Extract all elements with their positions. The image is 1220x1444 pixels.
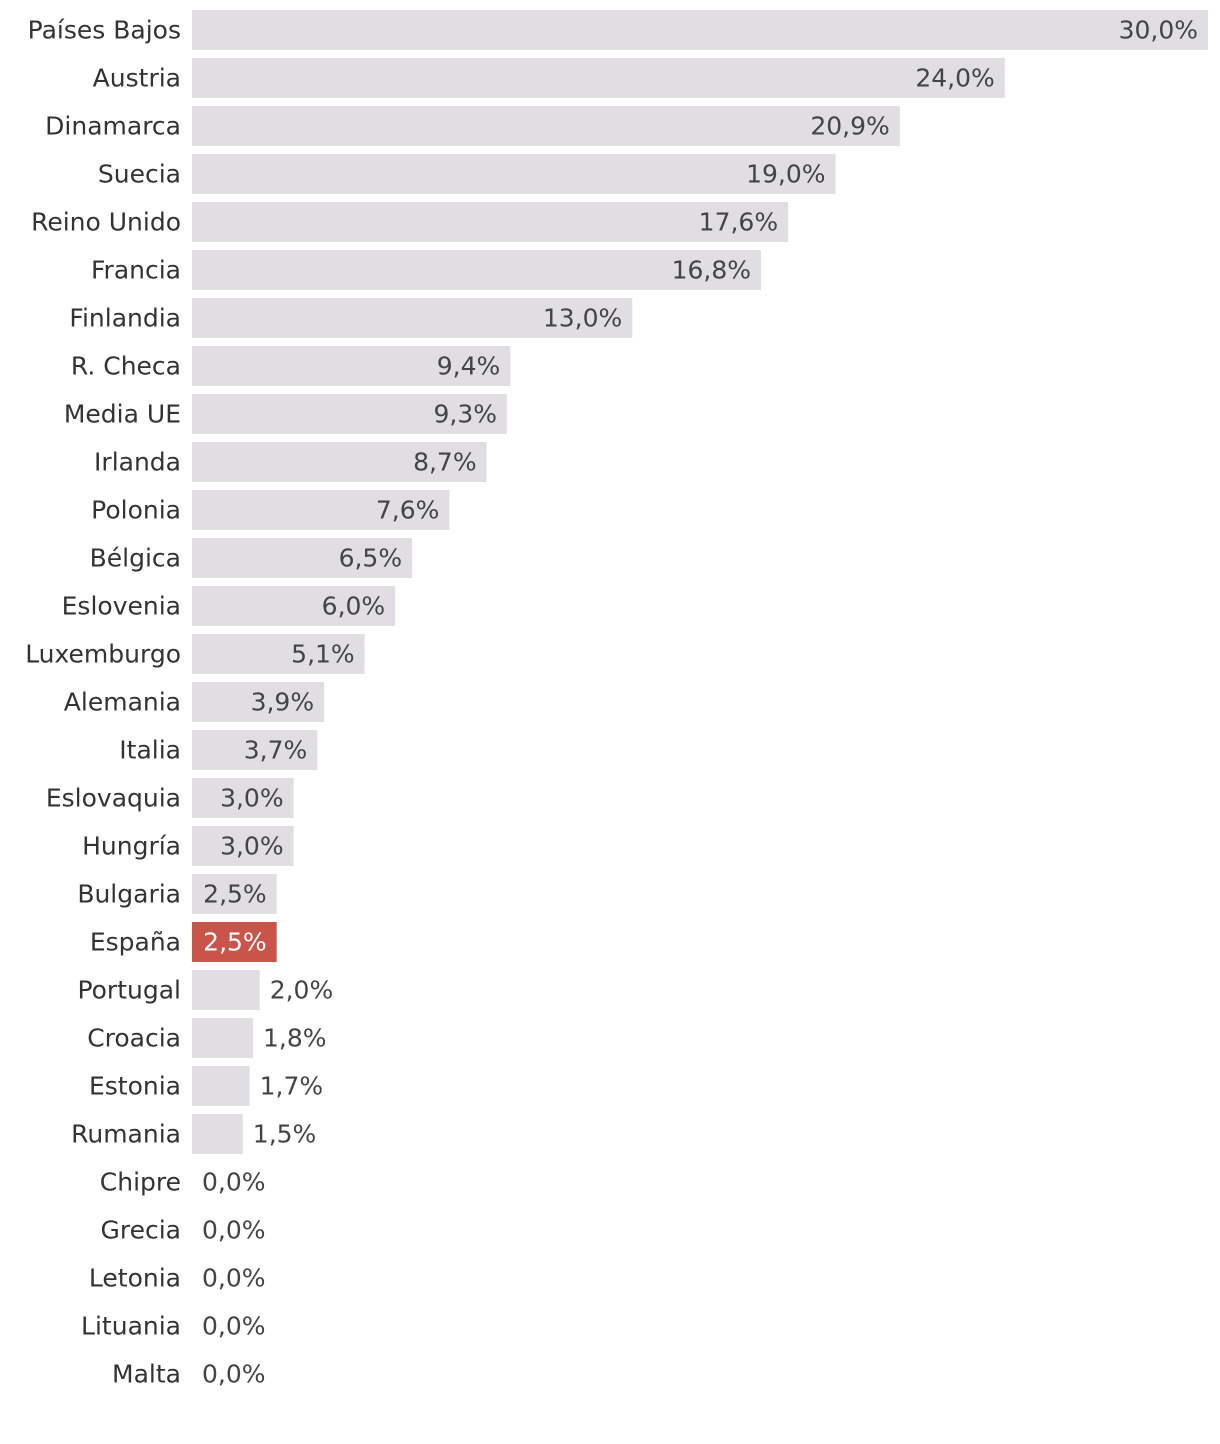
value-label: 0,0% — [202, 1264, 266, 1293]
category-label: Dinamarca — [45, 112, 181, 141]
value-label: 0,0% — [202, 1216, 266, 1245]
value-label: 6,5% — [339, 544, 403, 573]
value-label: 3,7% — [244, 736, 308, 765]
labels-layer: Países Bajos 30,0% Austria 24,0% Dinamarca 20… — [25, 16, 1198, 1389]
value-label: 1,8% — [263, 1024, 327, 1053]
bar-18 — [192, 874, 277, 914]
category-label: Eslovaquia — [46, 784, 181, 813]
category-label: Países Bajos — [28, 16, 181, 45]
value-label: 9,4% — [437, 352, 501, 381]
bar-16 — [192, 778, 294, 818]
category-label: Croacia — [87, 1024, 181, 1053]
bar-17 — [192, 826, 294, 866]
category-label: Chipre — [100, 1168, 181, 1197]
bars-layer — [192, 10, 1208, 1154]
category-label: Austria — [93, 64, 181, 93]
category-label: Irlanda — [94, 448, 181, 477]
bar-0 — [192, 10, 1208, 50]
bar-6 — [192, 298, 633, 338]
bar-20 — [192, 970, 260, 1010]
bar-5 — [192, 250, 761, 290]
value-label: 17,6% — [699, 208, 778, 237]
category-label: Polonia — [91, 496, 181, 525]
value-label: 3,9% — [251, 688, 315, 717]
bar-2 — [192, 106, 900, 146]
bar-8 — [192, 394, 507, 434]
value-label: 16,8% — [672, 256, 751, 285]
category-label: Lituania — [81, 1312, 181, 1341]
category-label: Finlandia — [69, 304, 181, 333]
bar-21 — [192, 1018, 253, 1058]
value-label: 2,5% — [203, 928, 267, 957]
bar-7 — [192, 346, 511, 386]
value-label: 8,7% — [413, 448, 477, 477]
value-label: 30,0% — [1119, 16, 1198, 45]
category-label: Italia — [119, 736, 181, 765]
category-label: Eslovenia — [62, 592, 181, 621]
value-label: 2,0% — [270, 976, 334, 1005]
bar-9 — [192, 442, 487, 482]
value-label: 24,0% — [915, 64, 994, 93]
category-label: Francia — [91, 256, 181, 285]
category-label: Bulgaria — [77, 880, 181, 909]
bar-12 — [192, 586, 396, 626]
value-label: 19,0% — [746, 160, 825, 189]
bar-4 — [192, 202, 789, 242]
bar-1 — [192, 58, 1005, 98]
value-label: 3,0% — [220, 832, 284, 861]
bar-10 — [192, 490, 450, 530]
category-label: Luxemburgo — [25, 640, 181, 669]
bar-11 — [192, 538, 413, 578]
category-label: Portugal — [77, 976, 181, 1005]
value-label: 7,6% — [376, 496, 440, 525]
value-label: 0,0% — [202, 1168, 266, 1197]
category-label: Grecia — [101, 1216, 182, 1245]
value-label: 6,0% — [322, 592, 386, 621]
category-label: Media UE — [64, 400, 181, 429]
category-label: Estonia — [89, 1072, 181, 1101]
value-label: 5,1% — [291, 640, 355, 669]
category-label: España — [90, 928, 181, 957]
value-label: 20,9% — [810, 112, 889, 141]
value-label: 13,0% — [543, 304, 622, 333]
value-label: 1,7% — [260, 1072, 324, 1101]
category-label: Hungría — [82, 832, 181, 861]
value-label: 0,0% — [202, 1312, 266, 1341]
value-label: 1,5% — [253, 1120, 317, 1149]
value-label: 2,5% — [203, 880, 267, 909]
category-label: Reino Unido — [31, 208, 181, 237]
category-label: Bélgica — [90, 544, 181, 573]
bar-23 — [192, 1114, 243, 1154]
category-label: Alemania — [64, 688, 181, 717]
bar-3 — [192, 154, 836, 194]
bar-13 — [192, 634, 365, 674]
category-label: Suecia — [98, 160, 181, 189]
value-label: 9,3% — [433, 400, 497, 429]
category-label: Rumania — [71, 1120, 181, 1149]
category-label: R. Checa — [71, 352, 181, 381]
bar-14 — [192, 682, 325, 722]
bar-22 — [192, 1066, 250, 1106]
bar-15 — [192, 730, 318, 770]
category-label: Letonia — [89, 1264, 181, 1293]
value-label: 3,0% — [220, 784, 284, 813]
bar-19 — [192, 922, 277, 962]
value-label: 0,0% — [202, 1360, 266, 1389]
category-label: Malta — [112, 1360, 181, 1389]
